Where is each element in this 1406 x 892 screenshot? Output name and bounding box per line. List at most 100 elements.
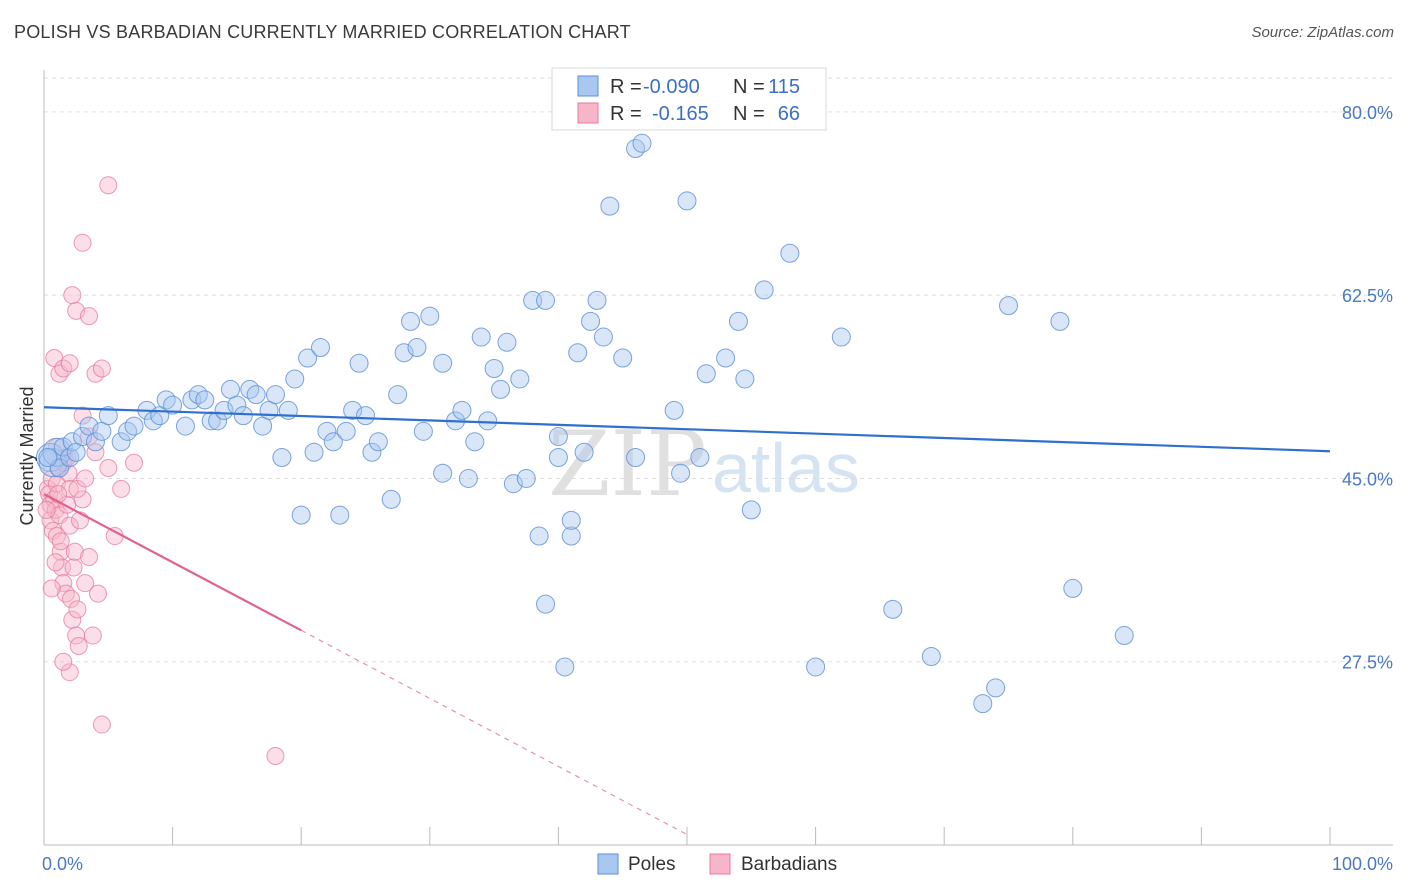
legend-swatch-poles [577,75,599,97]
bottom-legend-barbadians: Barbadians [741,854,837,875]
poles-point [491,379,511,399]
poles-point [356,406,375,426]
series-legend: Poles Barbadians [597,853,837,875]
barbadians-point [80,307,99,326]
poles-point [433,353,453,373]
poles-point [163,395,183,415]
legend-n-value-poles: 115 [768,76,800,98]
poles-point [233,406,253,426]
poles-point [265,385,285,405]
chart-title: POLISH VS BARBADIAN CURRENTLY MARRIED CO… [14,22,631,42]
poles-point [503,474,523,494]
poles-point [201,411,221,431]
barbadians-point [73,406,92,425]
poles-point [548,427,568,447]
poles-point [330,505,350,525]
trend-lines [43,406,1331,836]
poles-point [613,348,633,368]
barbadians-point [60,663,79,682]
poles-point [452,400,472,420]
poles-point [973,694,993,714]
poles-point [349,353,369,373]
poles-point [291,505,311,525]
poles-point [478,411,498,431]
barbadians-point [54,574,73,593]
poles-point [62,432,82,452]
barbadians-point [46,553,65,572]
poles-point [1114,626,1134,646]
barbadians-point [60,479,79,498]
poles-point [465,432,485,452]
y-tick-label: 45.0% [1342,469,1393,489]
barbadians-point [68,600,87,619]
barbadians-point [86,443,105,462]
grid-lines [44,77,1393,663]
x-tick-label-max: 100.0% [1332,854,1393,874]
poles-point [536,290,556,310]
poles-point [401,311,421,331]
poles-point [407,338,427,358]
poles-point [298,348,318,368]
source-credit: Source: ZipAtlas.com [1251,24,1394,41]
barbadians-point [37,500,56,519]
poles-point [388,385,408,405]
poles-point [671,463,691,483]
barbadians-point [56,584,75,603]
y-tick-labels: 27.5% 45.0% 62.5% 80.0% [1342,103,1393,673]
barbadians-point [125,453,144,472]
bottom-legend-swatch-barbadians [709,853,731,875]
poles-point [394,343,414,363]
poles-point [561,526,581,546]
barbadians-point [68,479,87,498]
poles-point [754,280,774,300]
barbadians-trend-extension [300,629,688,836]
poles-point [574,442,594,462]
poles-trend-line [43,406,1331,453]
poles-point [806,657,826,677]
barbadians-point [76,469,95,488]
poles-point [433,463,453,483]
poles-point [600,196,620,216]
poles-point [240,379,260,399]
poles-point [536,594,556,614]
poles-point [728,311,748,331]
barbadians-point [49,485,68,504]
barbadians-point [80,547,99,566]
y-tick-label: 27.5% [1342,653,1393,673]
barbadians-point [92,715,111,734]
poles-point [921,646,941,666]
legend-n-value-barbadians: 66 [778,103,800,125]
barbadians-point [76,574,95,593]
poles-point [516,468,536,488]
legend-r-label-poles: R = [610,76,642,98]
poles-point [677,191,697,211]
bottom-legend-poles: Poles [628,854,676,875]
poles-point [124,416,144,436]
poles-point [336,421,356,441]
poles-point [420,306,440,326]
barbadians-point [65,542,84,561]
legend-r-value-barbadians: -0.165 [652,103,709,125]
poles-point [581,311,601,331]
poles-point [497,332,517,352]
poles-point [362,442,382,462]
legend-swatch-barbadians [577,102,599,124]
poles-point [285,369,305,389]
poles-point [568,343,588,363]
poles-point [188,385,208,405]
poles-point [195,390,215,410]
poles-point [735,369,755,389]
poles-point [471,327,491,347]
poles-point [716,348,736,368]
legend-n-label-poles: N = [733,76,765,98]
poles-point [111,432,131,452]
legend-r-value-poles: -0.090 [643,76,700,98]
barbadians-point [60,516,79,535]
barbadians-point [42,579,61,598]
x-tick-label-min: 0.0% [42,854,83,874]
poles-point [1063,578,1083,598]
poles-point [214,400,234,420]
poles-points [35,133,1134,714]
poles-point [780,243,800,263]
barbadians-point [73,233,92,252]
